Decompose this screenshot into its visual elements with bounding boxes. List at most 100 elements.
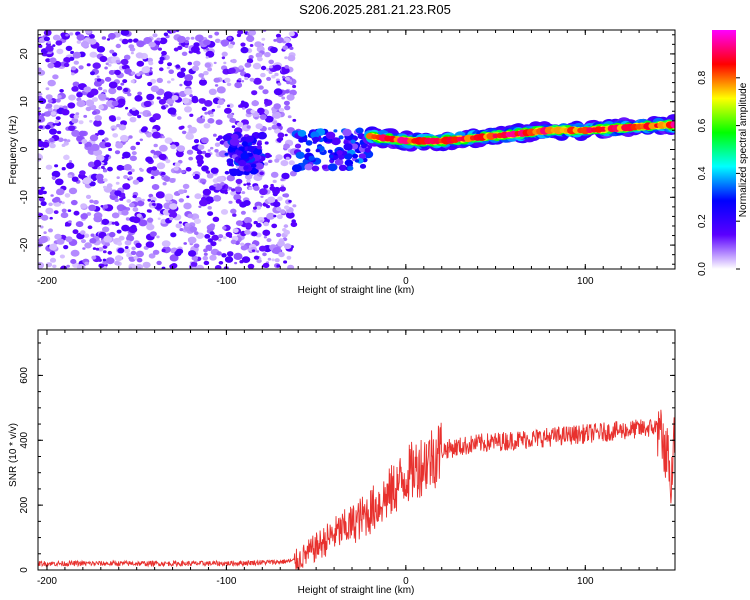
signal-blob <box>229 168 239 177</box>
noise-speckle <box>127 171 133 175</box>
noise-speckle <box>112 133 119 138</box>
noise-speckle <box>49 243 58 251</box>
noise-speckle <box>85 30 92 34</box>
noise-speckle <box>251 90 258 96</box>
noise-speckle <box>76 92 83 98</box>
noise-speckle <box>63 138 68 142</box>
noise-speckle <box>116 116 121 121</box>
noise-speckle <box>204 62 212 68</box>
signal-blob <box>310 131 320 139</box>
noise-speckle <box>55 40 63 46</box>
noise-speckle <box>166 66 170 70</box>
noise-speckle <box>253 240 257 244</box>
noise-speckle <box>117 241 123 246</box>
noise-speckle <box>213 77 221 83</box>
noise-speckle <box>166 98 175 105</box>
noise-speckle <box>193 139 200 144</box>
noise-speckle <box>44 124 51 130</box>
noise-speckle <box>276 264 281 268</box>
noise-speckle <box>244 222 253 229</box>
noise-speckle <box>158 47 162 51</box>
noise-speckle <box>105 257 115 265</box>
noise-speckle <box>104 76 112 82</box>
noise-speckle <box>224 107 232 114</box>
noise-speckle <box>139 111 143 115</box>
noise-speckle <box>139 138 143 142</box>
signal-blob <box>247 145 255 152</box>
noise-speckle <box>241 100 245 104</box>
noise-speckle <box>49 128 57 135</box>
noise-speckle <box>244 62 252 68</box>
noise-speckle <box>286 94 295 101</box>
noise-speckle <box>67 209 72 213</box>
noise-speckle <box>287 115 292 119</box>
noise-speckle <box>143 100 152 108</box>
noise-speckle <box>267 196 276 203</box>
signal-blob <box>295 151 305 159</box>
noise-speckle <box>121 209 129 216</box>
noise-speckle <box>159 144 168 152</box>
noise-speckle <box>225 231 233 238</box>
noise-speckle <box>70 259 77 264</box>
noise-speckle <box>284 133 288 137</box>
noise-speckle <box>156 260 162 266</box>
noise-speckle <box>283 143 290 149</box>
noise-speckle <box>129 202 135 208</box>
signal-blob <box>327 163 338 172</box>
noise-speckle <box>121 65 127 70</box>
noise-speckle <box>213 183 218 187</box>
noise-speckle <box>105 97 110 101</box>
noise-speckle <box>55 178 64 186</box>
noise-speckle <box>240 42 246 47</box>
signal-blob <box>257 131 268 140</box>
noise-speckle <box>151 203 156 207</box>
noise-speckle <box>132 194 137 199</box>
spectrogram-x-label: Height of straight line (km) <box>298 285 415 296</box>
x-tick-label: -200 <box>37 276 57 287</box>
signal-blob <box>224 170 230 175</box>
noise-speckle <box>263 236 267 239</box>
noise-speckle <box>257 107 265 114</box>
noise-speckle <box>201 77 205 80</box>
noise-speckle <box>171 95 179 101</box>
noise-speckle <box>54 119 60 124</box>
noise-speckle <box>136 258 143 263</box>
noise-speckle <box>282 45 289 50</box>
noise-speckle <box>63 245 69 250</box>
noise-speckle <box>163 176 171 182</box>
noise-speckle <box>191 173 195 177</box>
noise-speckle <box>67 102 76 109</box>
colorbar-tick-label: 0.4 <box>697 166 708 180</box>
noise-speckle <box>274 72 279 77</box>
noise-speckle <box>40 186 45 190</box>
noise-speckle <box>45 45 54 52</box>
noise-speckle <box>223 61 227 65</box>
signal-blob <box>291 164 302 173</box>
noise-speckle <box>88 204 97 211</box>
noise-speckle <box>248 55 254 60</box>
signal-blob <box>245 135 255 143</box>
noise-speckle <box>122 151 131 159</box>
noise-speckle <box>38 44 43 48</box>
noise-speckle <box>205 170 211 174</box>
noise-speckle <box>123 175 129 179</box>
noise-speckle <box>121 156 125 159</box>
noise-speckle <box>53 196 61 203</box>
noise-speckle <box>262 230 270 236</box>
noise-speckle <box>49 257 57 263</box>
x-tick-label: -100 <box>216 276 236 287</box>
noise-speckle <box>248 30 257 36</box>
noise-speckle <box>259 171 265 176</box>
noise-speckle <box>234 82 243 89</box>
noise-speckle <box>146 93 155 101</box>
noise-speckle <box>105 62 109 65</box>
noise-speckle <box>202 188 212 196</box>
noise-speckle <box>269 65 273 69</box>
noise-speckle <box>238 65 244 70</box>
noise-speckle <box>169 203 178 210</box>
noise-speckle <box>103 178 108 182</box>
noise-speckle <box>79 170 86 176</box>
noise-speckle <box>276 232 282 238</box>
noise-speckle <box>224 256 234 263</box>
noise-speckle <box>128 176 134 180</box>
